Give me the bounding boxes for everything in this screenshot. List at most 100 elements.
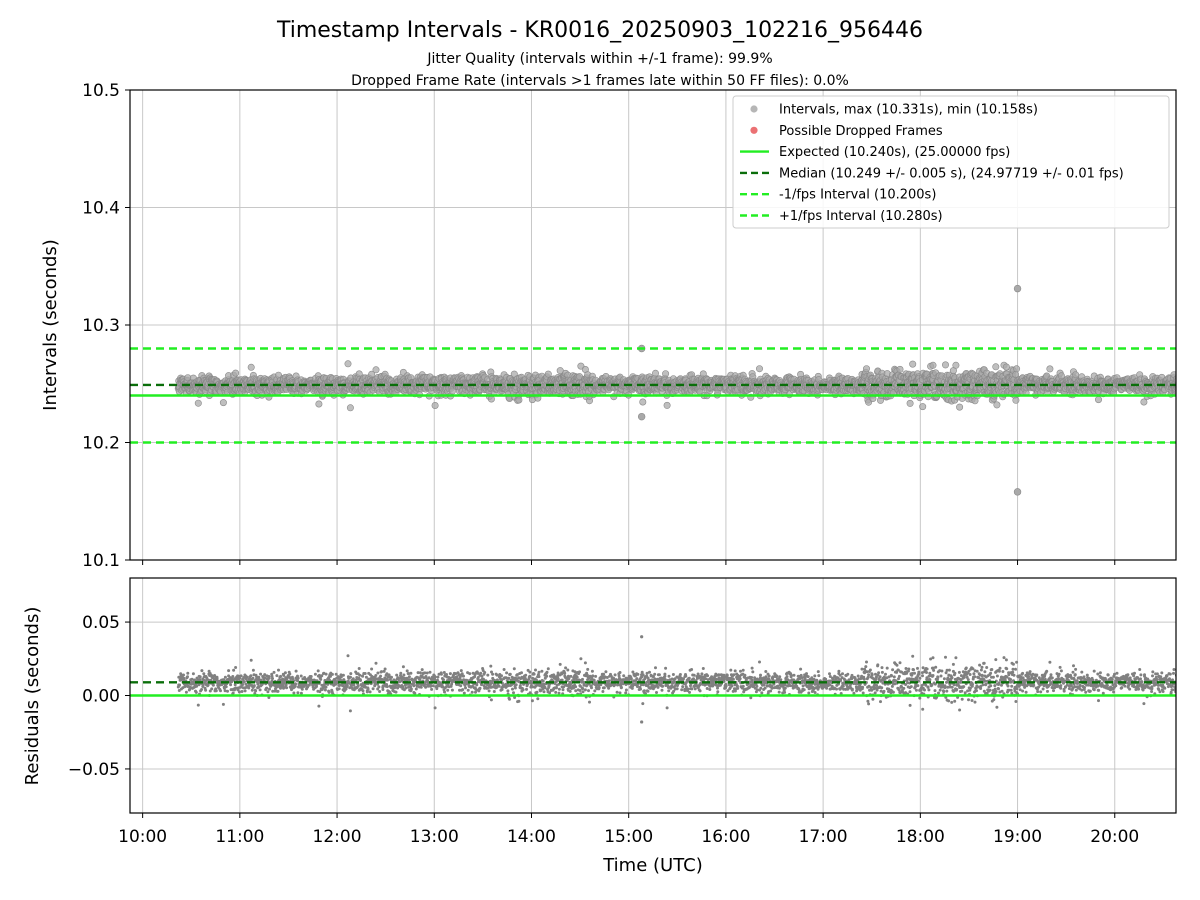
residual-point	[341, 684, 345, 688]
residual-point	[282, 686, 285, 690]
residual-point	[299, 674, 303, 678]
interval-point	[956, 403, 964, 411]
residual-point	[266, 690, 270, 694]
residual-point	[445, 673, 448, 676]
residual-point	[230, 680, 234, 684]
residual-point	[363, 672, 367, 675]
residual-point	[473, 675, 477, 679]
residual-point	[346, 654, 350, 658]
interval-point	[1095, 396, 1103, 404]
residual-point	[386, 678, 389, 682]
residual-point	[365, 690, 369, 694]
residual-point	[378, 690, 382, 693]
residual-point	[476, 671, 480, 675]
residual-point	[482, 678, 486, 682]
residual-point	[528, 674, 532, 678]
residual-point	[405, 669, 409, 673]
residual-point	[379, 674, 383, 678]
residual-point	[348, 709, 352, 713]
residual-point	[276, 689, 280, 693]
residual-point	[404, 686, 408, 690]
residual-point	[265, 686, 269, 690]
chart-title: Timestamp Intervals - KR0016_20250903_10…	[276, 18, 923, 43]
residual-point	[270, 674, 274, 678]
residual-point	[381, 688, 385, 691]
interval-point	[1013, 365, 1021, 373]
residual-point	[241, 683, 244, 687]
interval-point	[992, 363, 1000, 371]
interval-point	[862, 365, 870, 373]
residual-point	[352, 683, 356, 687]
residual-point	[243, 689, 247, 693]
residual-point	[383, 667, 387, 671]
residual-point	[567, 677, 571, 681]
residual-point	[348, 686, 352, 690]
intervals-reference-lines	[130, 347, 1176, 444]
residual-point	[313, 672, 317, 676]
residual-point	[448, 676, 452, 680]
interval-point	[662, 370, 670, 378]
residual-point	[480, 674, 484, 678]
residual-point	[483, 671, 487, 674]
residual-point	[242, 680, 246, 684]
residual-point	[401, 685, 405, 689]
residual-point	[572, 678, 576, 682]
residual-point	[430, 687, 434, 691]
residual-point	[506, 689, 510, 693]
residual-point	[349, 672, 353, 676]
residual-point	[338, 683, 342, 687]
residual-point	[263, 673, 267, 677]
residual-point	[196, 703, 200, 707]
residual-point	[525, 687, 528, 691]
residual-point	[184, 690, 188, 694]
residual-point	[194, 690, 198, 694]
residuals-panel: −0.050.000.05 10:00 11:00 12:00 13:00 14:00 1…	[22, 577, 1177, 876]
residual-point	[390, 675, 393, 679]
residual-point	[186, 675, 189, 679]
residual-point	[267, 696, 271, 699]
residual-point	[437, 672, 441, 676]
residual-point	[470, 690, 474, 694]
residual-point	[433, 706, 437, 710]
residual-point	[397, 677, 400, 681]
interval-point	[1012, 396, 1020, 404]
interval-point	[1013, 284, 1022, 293]
residual-point	[517, 699, 521, 703]
residual-point	[542, 690, 546, 694]
residual-point	[223, 675, 227, 679]
intervals-y-ticks: 10.110.210.310.410.5	[82, 81, 130, 571]
residual-point	[402, 673, 406, 677]
residual-point	[574, 685, 578, 689]
residual-point	[198, 678, 202, 681]
residual-point	[401, 665, 405, 669]
residual-point	[458, 688, 461, 692]
residual-point	[407, 675, 411, 679]
residual-point	[489, 664, 493, 668]
residual-point	[414, 687, 418, 691]
residual-point	[258, 688, 262, 692]
residual-point	[569, 682, 573, 685]
residual-point	[304, 683, 308, 687]
residual-point	[229, 683, 233, 687]
residual-point	[201, 684, 205, 687]
residual-point	[528, 670, 532, 674]
residual-point	[459, 669, 463, 673]
residual-point	[429, 684, 433, 688]
residual-point	[255, 675, 259, 679]
interval-point	[663, 401, 671, 409]
residual-point	[368, 690, 372, 694]
residual-point	[545, 670, 549, 674]
residual-point	[442, 671, 446, 674]
residual-point	[515, 673, 519, 677]
residual-point	[294, 682, 298, 686]
residual-point	[508, 672, 512, 676]
residual-point	[436, 678, 439, 682]
residual-point	[535, 690, 539, 694]
residual-point	[223, 689, 227, 693]
residual-point	[545, 674, 549, 678]
residual-point	[518, 684, 522, 688]
residual-point	[446, 688, 450, 692]
residual-point	[250, 688, 254, 692]
residual-point	[182, 673, 185, 677]
residual-point	[177, 689, 181, 692]
